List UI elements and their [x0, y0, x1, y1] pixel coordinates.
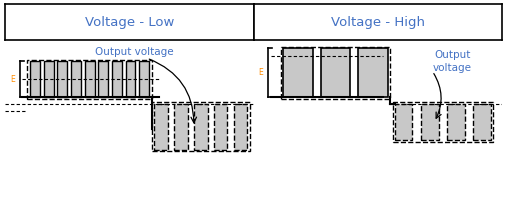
Bar [154, 104, 168, 150]
Text: Output
voltage: Output voltage [433, 50, 472, 73]
Bar [44, 61, 54, 97]
Bar [194, 104, 207, 150]
Text: Voltage - High: Voltage - High [331, 16, 425, 29]
Bar [71, 61, 81, 97]
Bar [320, 48, 350, 97]
Bar [152, 102, 250, 151]
Bar [283, 48, 313, 97]
Bar [139, 61, 149, 97]
Bar [98, 61, 108, 97]
Bar [395, 104, 413, 140]
Bar [281, 47, 390, 99]
Bar [112, 61, 122, 97]
Bar [392, 102, 493, 142]
Bar [174, 104, 188, 150]
Bar [57, 61, 67, 97]
Bar [27, 60, 152, 99]
Text: E: E [10, 75, 15, 84]
Bar [126, 61, 135, 97]
Text: E: E [259, 68, 263, 77]
Bar [474, 104, 491, 140]
Bar [30, 61, 40, 97]
Bar [358, 48, 388, 97]
Bar [421, 104, 439, 140]
Bar [85, 61, 94, 97]
Text: Voltage - Low: Voltage - Low [85, 16, 174, 29]
Bar [234, 104, 247, 150]
Bar [214, 104, 228, 150]
Bar [447, 104, 465, 140]
Text: Output voltage: Output voltage [95, 47, 173, 57]
